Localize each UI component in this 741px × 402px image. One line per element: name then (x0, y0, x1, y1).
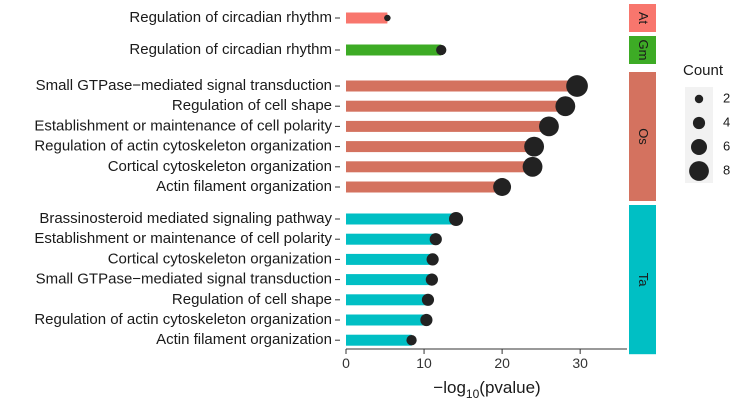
count-point (555, 96, 576, 117)
category-label: Small GTPase−mediated signal transductio… (36, 77, 332, 94)
x-axis-title-prefix: −log (433, 378, 466, 397)
legend-label: 4 (723, 114, 730, 129)
legend-label: 2 (723, 90, 730, 105)
facet-strip-label: At (636, 12, 651, 25)
facet-strip-label: Gm (636, 40, 651, 61)
category-label: Regulation of cell shape (172, 97, 332, 114)
category-label: Actin filament organization (156, 331, 332, 348)
x-axis: 0 10 20 30 (342, 348, 627, 371)
bar (346, 141, 535, 153)
legend: Count 2 4 6 8 (683, 62, 730, 183)
category-label: Regulation of cell shape (172, 291, 332, 308)
category-label: Establishment or maintenance of cell pol… (34, 230, 332, 247)
bar (346, 12, 388, 24)
x-tick-label: 20 (494, 355, 510, 371)
count-point (406, 335, 417, 346)
category-label: Regulation of actin cytoskeleton organiz… (34, 311, 332, 328)
count-point (493, 178, 512, 196)
bar (346, 253, 433, 265)
count-point (539, 116, 559, 137)
x-tick-label: 30 (572, 355, 588, 371)
category-label: Regulation of circadian rhythm (129, 41, 332, 58)
count-point (420, 313, 433, 327)
count-point (566, 75, 588, 97)
bar (346, 100, 566, 112)
count-point (425, 273, 438, 286)
x-tick-label: 0 (342, 355, 350, 371)
category-label: Small GTPase−mediated signal transductio… (36, 271, 332, 288)
bar (346, 334, 412, 346)
count-point (436, 44, 447, 56)
legend-title: Count (683, 62, 724, 79)
facet-strip-gm (629, 36, 656, 64)
count-point (384, 14, 391, 22)
bar (346, 120, 549, 132)
legend-label: 8 (723, 162, 730, 177)
count-point (426, 253, 439, 266)
x-axis-title: −log10(pvalue) (433, 378, 540, 401)
x-tick-label: 10 (416, 355, 432, 371)
facet-strip-at (629, 4, 656, 32)
count-point (429, 233, 442, 246)
count-point (421, 293, 435, 306)
category-label: Cortical cytoskeleton organization (108, 158, 332, 175)
facet-strips: At Gm Os Ta (629, 4, 656, 355)
facet-strip-label: Ta (636, 273, 651, 288)
bar (346, 80, 578, 92)
category-label: Brassinosteroid mediated signaling pathw… (39, 210, 332, 227)
bar (346, 233, 436, 245)
facet-strip-os (629, 72, 656, 201)
legend-key-point (694, 94, 704, 104)
legend-key-point (691, 139, 707, 155)
legend-key-point (692, 116, 706, 130)
facet-strip-label: Os (636, 128, 651, 145)
category-label: Regulation of actin cytoskeleton organiz… (34, 138, 332, 155)
bar (346, 274, 432, 286)
category-label: Cortical cytoskeleton organization (108, 250, 332, 267)
count-point (522, 156, 543, 177)
category-label: Establishment or maintenance of cell pol… (34, 117, 332, 134)
bar (346, 181, 503, 193)
facet-strip-ta (629, 205, 656, 355)
category-label: Actin filament organization (156, 178, 332, 195)
bar (346, 213, 457, 225)
bar (346, 161, 533, 173)
bar (346, 44, 442, 56)
count-point (524, 136, 545, 157)
legend-key-point (689, 161, 709, 181)
x-axis-title-suffix: (pvalue) (479, 378, 540, 397)
legend-label: 6 (723, 138, 730, 153)
bar (346, 294, 428, 306)
count-point (449, 211, 464, 227)
bar (346, 314, 427, 326)
category-label: Regulation of circadian rhythm (129, 9, 332, 26)
plot-rows: Regulation of circadian rhythm Regulation… (34, 9, 588, 348)
x-axis-title-subscript: 10 (466, 387, 480, 401)
